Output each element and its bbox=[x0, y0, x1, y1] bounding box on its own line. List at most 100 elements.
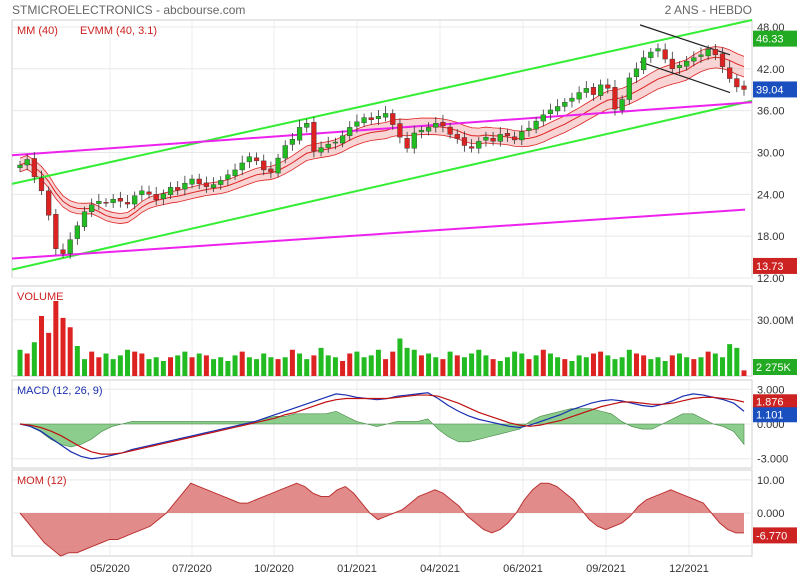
volume-bar bbox=[648, 359, 654, 376]
volume-bar bbox=[562, 359, 568, 376]
candle-up bbox=[684, 60, 690, 67]
candle-down bbox=[741, 85, 747, 90]
volume-bar bbox=[555, 357, 561, 376]
x-tick-label: 05/2020 bbox=[90, 563, 130, 575]
price-panel bbox=[11, 19, 753, 279]
candle-up bbox=[411, 132, 417, 149]
volume-bar bbox=[347, 353, 353, 376]
volume-bar bbox=[626, 349, 632, 376]
candle-down bbox=[311, 121, 317, 152]
volume-bar bbox=[619, 357, 625, 376]
volume-bar bbox=[411, 349, 417, 376]
volume-bar bbox=[719, 357, 725, 376]
candle-up bbox=[382, 113, 389, 118]
candle-up bbox=[110, 199, 116, 203]
volume-bar bbox=[483, 355, 489, 376]
volume-bar bbox=[576, 355, 582, 376]
price-y-tick: 42.00 bbox=[757, 64, 785, 76]
volume-bar bbox=[676, 353, 682, 376]
volume-bar bbox=[103, 353, 109, 376]
candle-down bbox=[590, 87, 597, 95]
volume-bar bbox=[512, 351, 518, 376]
macd-signal-line bbox=[19, 394, 745, 455]
volume-bar bbox=[39, 316, 45, 376]
candle-up bbox=[210, 184, 217, 188]
candle-down bbox=[734, 78, 740, 88]
volume-bar bbox=[60, 317, 66, 376]
candle-up bbox=[691, 57, 697, 62]
candle-up bbox=[160, 193, 166, 200]
period-label: 2 ANS - HEBDO bbox=[665, 3, 752, 17]
candle-down bbox=[253, 157, 260, 162]
candle-down bbox=[390, 113, 396, 125]
last-price-tag: 39.04 bbox=[756, 84, 784, 96]
channel-upper-line bbox=[11, 19, 753, 185]
volume-bar bbox=[53, 301, 59, 376]
volume-bar bbox=[734, 347, 740, 376]
volume-bar bbox=[132, 351, 138, 376]
volume-bar bbox=[189, 357, 195, 376]
volume-bar bbox=[361, 357, 367, 376]
volume-bar bbox=[368, 355, 374, 376]
candle-down bbox=[31, 158, 37, 178]
macd-value-tag-bg bbox=[753, 407, 797, 423]
volume-bar bbox=[117, 355, 123, 376]
volume-bar bbox=[383, 359, 389, 376]
volume-bar bbox=[469, 353, 475, 376]
volume-bar bbox=[375, 349, 381, 376]
candle-up bbox=[246, 156, 252, 163]
candle-up bbox=[225, 174, 231, 180]
volume-bar bbox=[354, 351, 360, 376]
candle-up bbox=[547, 109, 554, 114]
volume-bar bbox=[633, 353, 639, 376]
volume-panel bbox=[11, 285, 753, 377]
volume-bar bbox=[598, 351, 604, 376]
candle-up bbox=[81, 211, 88, 227]
candle-up bbox=[332, 141, 339, 144]
volume-bar bbox=[497, 361, 503, 376]
volume-bar bbox=[569, 361, 575, 376]
volume-bar bbox=[533, 355, 539, 376]
volume-bar bbox=[289, 349, 295, 376]
volume-bar bbox=[433, 357, 439, 376]
volume-y-tick: 30.00M bbox=[757, 315, 794, 327]
candle-up bbox=[347, 127, 353, 136]
candle-up bbox=[218, 180, 224, 185]
candle-up bbox=[304, 122, 310, 128]
candle-up bbox=[648, 51, 654, 58]
price-y-tick: 24.00 bbox=[757, 189, 785, 201]
volume-bar bbox=[67, 327, 73, 376]
x-tick-label: 01/2021 bbox=[337, 563, 377, 575]
volume-bar bbox=[669, 355, 675, 376]
volume-bar bbox=[397, 338, 403, 376]
candle-down bbox=[461, 137, 468, 146]
volume-bar bbox=[211, 359, 217, 376]
candle-up bbox=[354, 121, 360, 127]
price-y-tick: 12.00 bbox=[757, 273, 785, 285]
candle-down bbox=[261, 160, 267, 171]
candle-up bbox=[89, 204, 95, 212]
macd-y-tick: 3.000 bbox=[757, 384, 785, 396]
momentum-y-tick: 0.000 bbox=[757, 508, 785, 520]
volume-bar bbox=[390, 351, 396, 376]
candle-down bbox=[440, 121, 446, 127]
candle-down bbox=[504, 133, 511, 136]
candle-up bbox=[698, 54, 704, 57]
legend-mm40: MM (40) bbox=[17, 25, 58, 37]
candle-up bbox=[361, 117, 367, 124]
volume-bar bbox=[89, 351, 95, 376]
price-y-tick: 36.00 bbox=[757, 106, 785, 118]
volume-bar bbox=[46, 332, 52, 376]
volume-bar bbox=[447, 351, 453, 376]
x-tick-label: 07/2020 bbox=[172, 563, 212, 575]
candle-up bbox=[167, 187, 174, 195]
volume-bar bbox=[31, 342, 37, 376]
candle-up bbox=[533, 120, 539, 130]
volume-bar bbox=[605, 355, 611, 376]
volume-bar bbox=[727, 344, 733, 376]
volume-bar bbox=[311, 355, 317, 376]
candle-down bbox=[404, 137, 410, 149]
volume-bar bbox=[153, 357, 159, 376]
volume-bar bbox=[225, 361, 231, 376]
candle-up bbox=[569, 97, 575, 102]
